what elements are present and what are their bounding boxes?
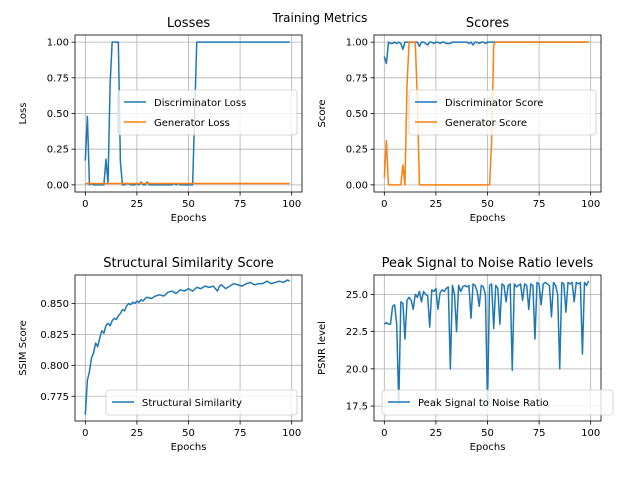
- legend: Peak Signal to Noise Ratio: [381, 389, 614, 416]
- legend: Discriminator Score Generator Score: [408, 89, 597, 136]
- x-tick-label: 100: [581, 428, 600, 439]
- legend-box: [105, 389, 298, 416]
- x-tick-label: 75: [533, 199, 546, 210]
- chart-panel-3: 0 25 50 75 100 0.775 0.800 0.825 0.850 Structural…: [18, 256, 303, 453]
- x-tick-label: 50: [481, 428, 494, 439]
- chart-title: Scores: [466, 16, 509, 31]
- x-tick-label: 75: [234, 428, 247, 439]
- x-axis-label: Epochs: [171, 442, 207, 453]
- x-axis-label: Epochs: [470, 442, 506, 453]
- chart-title: Structural Similarity Score: [103, 256, 273, 271]
- y-tick-label: 0.50: [47, 109, 69, 120]
- legend-entry: Discriminator Loss: [154, 98, 246, 109]
- y-tick-label: 25.0: [346, 290, 368, 301]
- x-tick-label: 25: [430, 199, 443, 210]
- chart-panel-2: 0 25 50 75 100 0.00 0.25 0.50 0.75 1.00 Scores Epoc…: [317, 16, 602, 224]
- x-tick-label: 25: [430, 428, 443, 439]
- x-tick-label: 50: [481, 199, 494, 210]
- y-tick-label: 0.75: [346, 73, 368, 84]
- chart-title: Losses: [167, 16, 211, 31]
- x-tick-label: 0: [381, 428, 387, 439]
- legend-entry: Generator Score: [445, 118, 527, 129]
- series-line-1: [383, 41, 589, 65]
- x-tick-label: 25: [131, 199, 144, 210]
- legend: Discriminator Loss Generator Loss: [117, 89, 298, 136]
- x-axis-label: Epochs: [171, 213, 207, 224]
- legend-entry: Discriminator Score: [445, 98, 543, 109]
- y-axis-label: SSIM Score: [18, 320, 29, 375]
- y-tick-label: 0.25: [47, 145, 69, 156]
- series-line-1: [383, 280, 590, 407]
- legend-box: [408, 89, 597, 136]
- legend-entry: Peak Signal to Noise Ratio: [418, 398, 549, 409]
- y-tick-label: 0.800: [40, 361, 69, 372]
- series-line-2: [383, 41, 589, 186]
- y-tick-label: 0.25: [346, 145, 368, 156]
- x-tick-label: 100: [282, 199, 301, 210]
- y-tick-label: 0.850: [40, 299, 69, 310]
- y-tick-label: 22.5: [346, 327, 368, 338]
- y-tick-label: 0.00: [47, 180, 69, 191]
- y-axis-label: PSNR level: [317, 321, 328, 375]
- y-tick-label: 1.00: [47, 38, 69, 49]
- figure-suptitle: Training Metrics: [272, 11, 368, 25]
- x-tick-label: 25: [131, 428, 144, 439]
- legend-entry: Structural Similarity: [142, 398, 242, 409]
- x-axis-label: Epochs: [470, 213, 506, 224]
- chart-panel-1: 0 25 50 75 100 0.00 0.25 0.50 0.75 1.00 Losses Epoc…: [18, 16, 303, 224]
- x-tick-label: 0: [381, 199, 387, 210]
- y-axis-label: Score: [317, 99, 328, 127]
- y-tick-label: 1.00: [346, 38, 368, 49]
- y-tick-label: 0.50: [346, 109, 368, 120]
- y-axis-label: Loss: [18, 103, 29, 125]
- chart-panels: 0 25 50 75 100 0.00 0.25 0.50 0.75 1.00 Losses Epoc…: [18, 16, 614, 453]
- series-line-1: [84, 279, 291, 415]
- x-tick-label: 100: [581, 199, 600, 210]
- y-tick-label: 0.775: [40, 392, 69, 403]
- x-tick-label: 50: [182, 428, 195, 439]
- x-tick-label: 50: [182, 199, 195, 210]
- y-tick-label: 0.825: [40, 330, 69, 341]
- x-tick-label: 100: [282, 428, 301, 439]
- legend-box: [117, 89, 298, 136]
- legend: Structural Similarity: [105, 389, 298, 416]
- x-tick-label: 75: [234, 199, 247, 210]
- legend-entry: Generator Loss: [154, 118, 230, 129]
- x-tick-label: 0: [82, 428, 88, 439]
- chart-panel-4: 0 25 50 75 100 17.5 20.0 22.5 25.0 Peak Signal to…: [317, 256, 614, 453]
- legend-box: [381, 389, 614, 416]
- x-tick-label: 0: [82, 199, 88, 210]
- x-tick-label: 75: [533, 428, 546, 439]
- y-tick-label: 17.5: [346, 402, 368, 413]
- y-tick-label: 0.75: [47, 73, 69, 84]
- chart-title: Peak Signal to Noise Ratio levels: [382, 256, 594, 271]
- y-tick-label: 0.00: [346, 180, 368, 191]
- y-tick-label: 20.0: [346, 364, 368, 375]
